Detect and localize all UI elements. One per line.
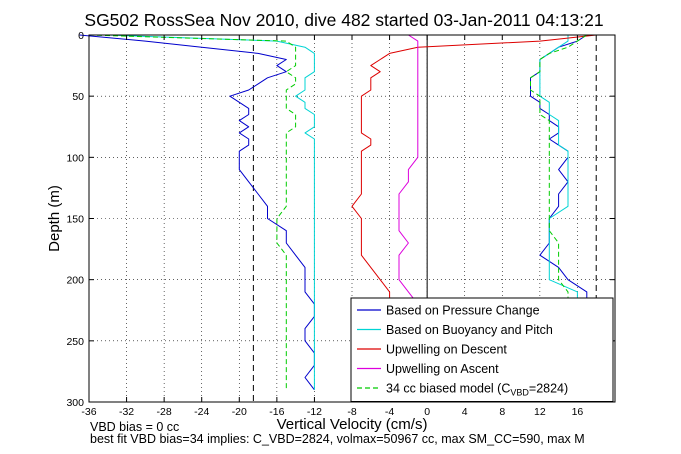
legend-entry-1: Based on Buoyancy and Pitch (386, 323, 553, 337)
x-tick-label-4: -20 (232, 406, 247, 418)
y-tick-label-3: 150 (66, 214, 84, 226)
y-axis-label: Depth (m) (46, 185, 63, 252)
y-tick-label-4: 200 (66, 275, 84, 287)
y-axis-ticks: 0 50 100 150 200 250 300 (66, 30, 615, 409)
x-tick-label-3: -24 (194, 406, 209, 418)
y-tick-label-1: 50 (72, 91, 84, 103)
y-tick-label-6: 300 (66, 397, 84, 409)
series-4-descent-line (88, 34, 297, 390)
x-tick-label-10: 4 (462, 406, 468, 418)
best-fit-note: best fit VBD bias=34 implies: C_VBD=2824… (90, 432, 585, 446)
legend-entry-4: 34 cc biased model (CVBD=2824) (386, 382, 568, 398)
y-tick-label-2: 100 (66, 152, 84, 164)
x-tick-label-6: -12 (307, 406, 322, 418)
x-tick-label-13: 16 (572, 406, 584, 418)
legend-entry-0: Based on Pressure Change (386, 304, 540, 318)
vbd-bias-note: VBD bias = 0 cc (90, 420, 180, 434)
legend-entry-3: Upwelling on Ascent (386, 362, 499, 376)
legend: Based on Pressure Change Based on Buoyanc… (350, 297, 614, 402)
series-1-descent-line (107, 34, 315, 390)
x-tick-label-5: -16 (269, 406, 284, 418)
x-axis-label: Vertical Velocity (cm/s) (277, 416, 428, 433)
x-tick-label-9: 0 (424, 406, 430, 418)
x-tick-label-12: 12 (534, 406, 546, 418)
x-tick-label-11: 8 (499, 406, 505, 418)
legend-entry-2: Upwelling on Descent (386, 343, 507, 357)
x-tick-label-1: -32 (119, 406, 134, 418)
chart-title: SG502 RossSea Nov 2010, dive 482 started… (84, 10, 603, 30)
series-4-ascent-line (530, 34, 588, 390)
x-tick-label-7: -8 (347, 406, 356, 418)
x-tick-label-0: -36 (81, 406, 96, 418)
x-tick-label-8: -4 (385, 406, 394, 418)
x-tick-label-2: -28 (157, 406, 172, 418)
legend-box (350, 297, 614, 402)
x-axis-ticks: -36 -32 -28 -24 -20 -16 -12 -8 -4 0 4 8 12 16 (81, 35, 583, 418)
y-tick-label-0: 0 (78, 30, 84, 42)
y-tick-label-5: 250 (66, 336, 84, 348)
